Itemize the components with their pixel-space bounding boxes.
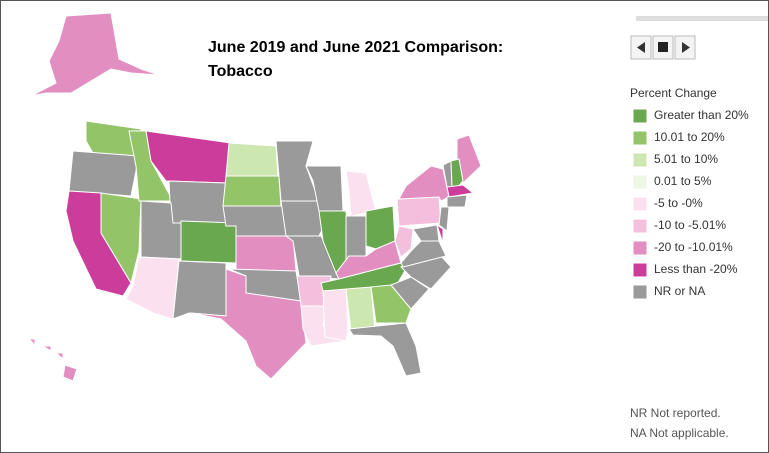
legend-swatch: [632, 240, 648, 256]
state[interactable]: [446, 194, 468, 208]
state[interactable]: [225, 142, 279, 177]
state[interactable]: [398, 165, 450, 202]
legend-label: Greater than 20%: [654, 108, 749, 122]
state[interactable]: [100, 192, 142, 285]
state[interactable]: [275, 140, 320, 202]
state[interactable]: [345, 215, 367, 260]
state[interactable]: [168, 180, 227, 227]
state[interactable]: [438, 206, 450, 232]
footnote: NR Not reported.: [630, 406, 721, 420]
state[interactable]: [370, 284, 412, 324]
legend-swatch: [632, 262, 648, 278]
legend-swatch: [632, 196, 648, 212]
state[interactable]: [30, 12, 160, 97]
next-icon: [682, 42, 690, 53]
state[interactable]: [345, 170, 377, 217]
legend-label: -10 to -5.01%: [654, 218, 726, 232]
prev-icon: [637, 42, 645, 53]
state[interactable]: [180, 220, 237, 264]
legend-swatch: [632, 284, 648, 300]
legend-title: Percent Change: [630, 86, 717, 100]
state[interactable]: [62, 364, 78, 382]
legend-label: 5.01 to 10%: [654, 152, 718, 166]
state[interactable]: [54, 352, 64, 361]
legend-label: Less than -20%: [654, 262, 738, 276]
state[interactable]: [436, 223, 444, 244]
legend-swatch: [632, 152, 648, 168]
slider[interactable]: [636, 16, 768, 21]
legend-label: 0.01 to 5%: [654, 174, 712, 188]
legend-label: -5 to -0%: [654, 196, 703, 210]
legend-label: 10.01 to 20%: [654, 130, 725, 144]
state[interactable]: [27, 338, 36, 347]
legend-swatch: [632, 218, 648, 234]
state[interactable]: [348, 322, 422, 377]
state[interactable]: [235, 235, 297, 272]
state[interactable]: [41, 345, 52, 352]
state[interactable]: [394, 225, 414, 258]
state[interactable]: [322, 288, 349, 342]
state[interactable]: [345, 286, 376, 332]
title-line: June 2019 and June 2021 Comparison:: [208, 39, 503, 56]
state[interactable]: [446, 184, 475, 198]
legend-swatch: [632, 108, 648, 124]
state[interactable]: [396, 196, 442, 227]
legend-label: NR or NA: [654, 284, 705, 298]
state[interactable]: [172, 260, 227, 320]
state[interactable]: [390, 276, 430, 310]
legend-label: -20 to -10.01%: [654, 240, 733, 254]
state[interactable]: [222, 175, 282, 208]
stop-icon: [658, 42, 668, 52]
state[interactable]: [190, 268, 307, 380]
title-line: Tobacco: [208, 63, 273, 80]
state[interactable]: [68, 150, 140, 197]
legend-swatch: [632, 130, 648, 146]
state[interactable]: [125, 256, 180, 320]
state[interactable]: [412, 224, 440, 242]
footnote: NA Not applicable.: [630, 426, 729, 440]
legend-swatch: [632, 174, 648, 190]
